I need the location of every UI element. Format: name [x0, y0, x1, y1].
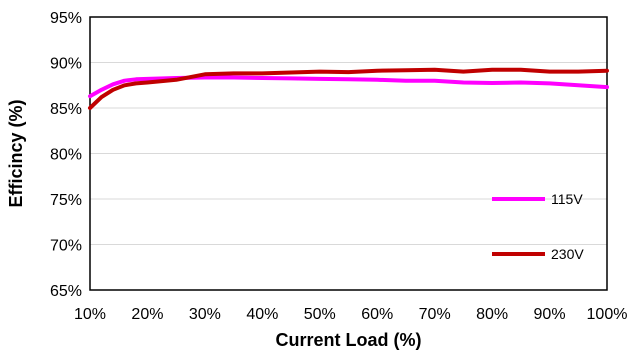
x-tick-label: 10%	[74, 306, 106, 323]
legend: 115V 230V	[492, 191, 584, 262]
y-tick-label: 85%	[50, 101, 82, 118]
x-tick-label: 30%	[189, 306, 221, 323]
x-tick-label: 50%	[304, 306, 336, 323]
x-tick-label: 60%	[361, 306, 393, 323]
y-tick-label: 65%	[50, 283, 82, 300]
plot-area	[89, 16, 608, 291]
x-tick-label: 80%	[476, 306, 508, 323]
x-tick-label: 100%	[587, 306, 628, 323]
x-tick-label: 70%	[419, 306, 451, 323]
legend-label-115v: 115V	[551, 191, 583, 207]
x-tick-label: 40%	[246, 306, 278, 323]
y-tick-label: 90%	[50, 56, 82, 73]
legend-label-230v: 230V	[551, 246, 584, 262]
y-tick-label: 75%	[50, 192, 82, 209]
x-tick-label: 20%	[131, 306, 163, 323]
gridlines	[90, 62, 607, 245]
y-tick-label: 95%	[50, 10, 82, 27]
y-tick-label: 70%	[50, 238, 82, 255]
x-tick-label: 90%	[534, 306, 566, 323]
x-axis-ticks: 10% 20% 30% 40% 50% 60% 70% 80% 90% 100%	[74, 306, 627, 323]
x-axis-title: Current Load (%)	[276, 330, 422, 350]
y-axis-ticks: 65% 70% 75% 80% 85% 90% 95%	[50, 10, 82, 300]
y-axis-title: Efficincy (%)	[6, 99, 26, 207]
series-line-230v	[88, 67, 609, 110]
series-line-115v	[88, 75, 609, 99]
y-tick-label: 80%	[50, 147, 82, 164]
series-lines	[88, 67, 609, 110]
